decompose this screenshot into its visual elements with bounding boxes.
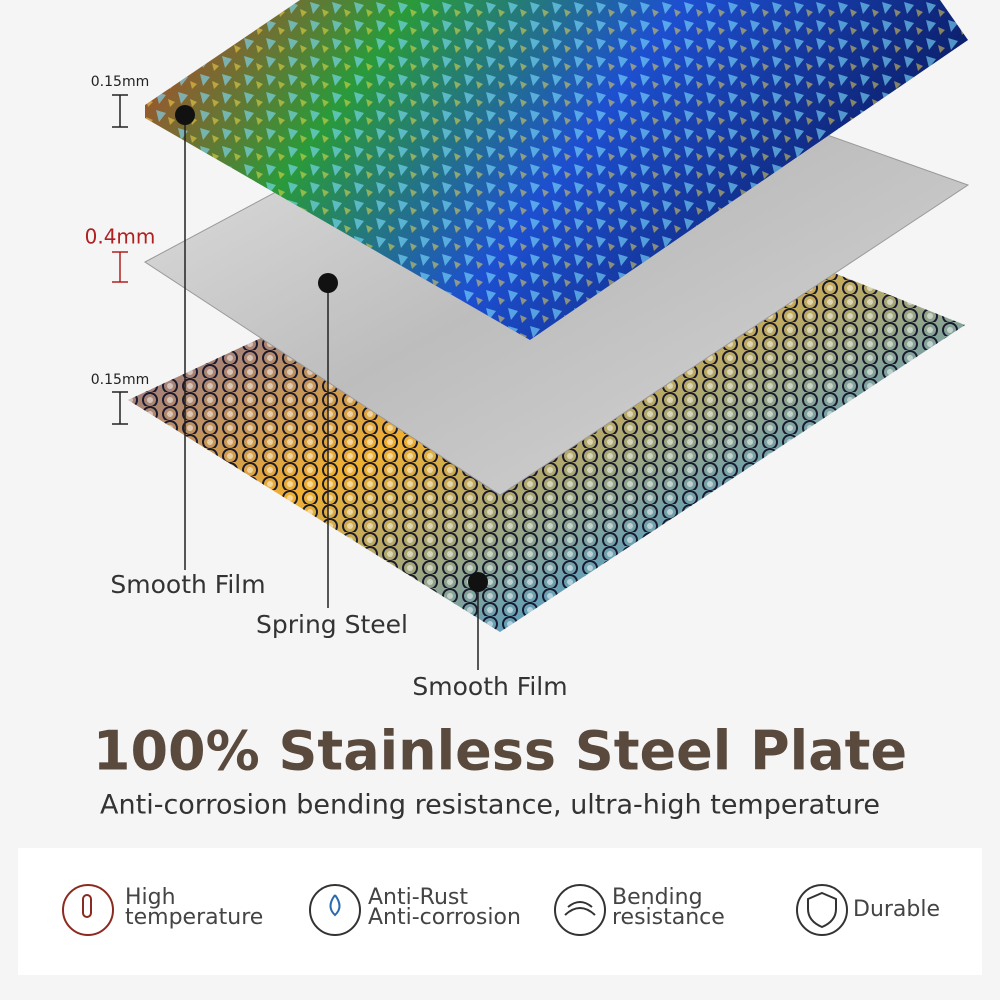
icon xyxy=(62,884,114,936)
leaders xyxy=(112,94,479,670)
dimension-label: 0.15mm xyxy=(91,372,149,388)
feature-text: High xyxy=(125,885,176,910)
icon-glyph xyxy=(329,894,341,917)
layer-label: Smooth Film xyxy=(412,672,567,701)
icon-glyph xyxy=(82,894,92,918)
dimension-label: 0.15mm xyxy=(91,74,149,90)
dot xyxy=(468,572,488,592)
icon-glyph xyxy=(564,901,596,916)
feature-panel xyxy=(18,848,982,975)
feature-text: Anti-Rust xyxy=(368,885,468,910)
feature-icons xyxy=(62,884,848,936)
feature-text: Anti-corrosion xyxy=(368,905,521,930)
plates xyxy=(128,0,970,632)
feature-text: Durable xyxy=(853,897,940,922)
icon-glyph xyxy=(807,891,837,929)
top-film-texture xyxy=(145,0,968,340)
dot xyxy=(175,105,195,125)
dot xyxy=(318,273,338,293)
title: 100% Stainless Steel Plate xyxy=(93,720,907,783)
feature-text: Bending xyxy=(612,885,703,910)
icon xyxy=(796,884,848,936)
layer-label: Smooth Film xyxy=(110,570,265,599)
dimension-label: 0.4mm xyxy=(85,225,156,249)
icon xyxy=(309,884,361,936)
layer-label: Spring Steel xyxy=(256,610,408,639)
feature-text: resistance xyxy=(612,905,725,930)
subtitle: Anti-corrosion bending resistance, ultra… xyxy=(100,790,880,821)
feature-text: temperature xyxy=(125,905,263,930)
icon xyxy=(554,884,606,936)
